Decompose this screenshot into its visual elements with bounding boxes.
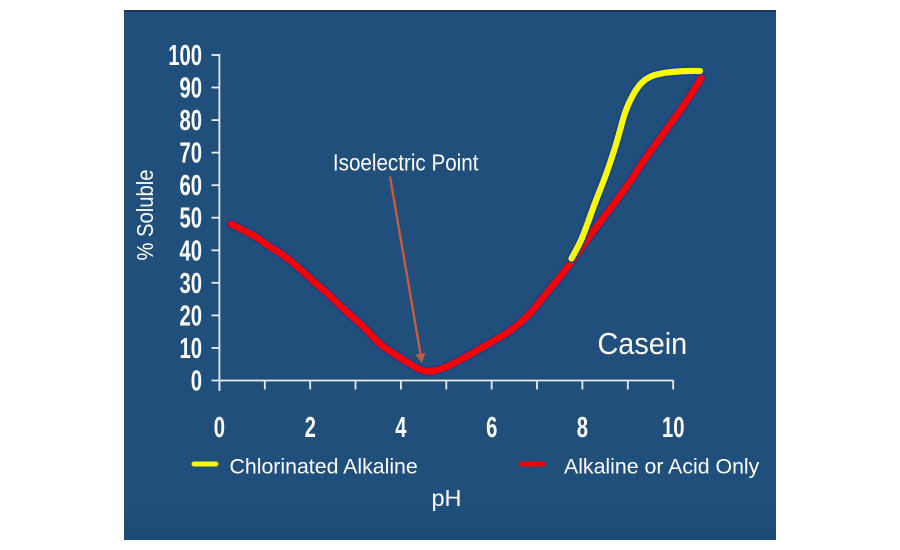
svg-text:30: 30 (179, 269, 202, 300)
svg-text:100: 100 (168, 41, 202, 72)
svg-text:2: 2 (305, 413, 316, 444)
svg-text:10: 10 (179, 334, 202, 365)
svg-text:50: 50 (179, 203, 202, 234)
svg-text:Isoelectric Point: Isoelectric Point (333, 149, 479, 175)
svg-text:% Soluble: % Soluble (132, 169, 159, 260)
svg-text:90: 90 (179, 73, 202, 104)
svg-text:20: 20 (179, 301, 202, 332)
svg-text:Alkaline or Acid Only: Alkaline or Acid Only (564, 454, 760, 478)
svg-text:0: 0 (191, 366, 202, 397)
svg-text:Casein: Casein (598, 327, 688, 361)
svg-text:8: 8 (577, 413, 588, 444)
svg-text:Chlorinated Alkaline: Chlorinated Alkaline (230, 454, 418, 478)
svg-text:6: 6 (486, 413, 497, 444)
svg-text:10: 10 (662, 413, 685, 444)
svg-text:40: 40 (179, 236, 202, 267)
svg-text:pH: pH (431, 485, 461, 511)
svg-text:60: 60 (179, 171, 202, 202)
svg-text:70: 70 (179, 138, 202, 169)
svg-text:80: 80 (179, 106, 202, 137)
svg-text:4: 4 (395, 413, 406, 444)
svg-text:0: 0 (214, 413, 225, 444)
